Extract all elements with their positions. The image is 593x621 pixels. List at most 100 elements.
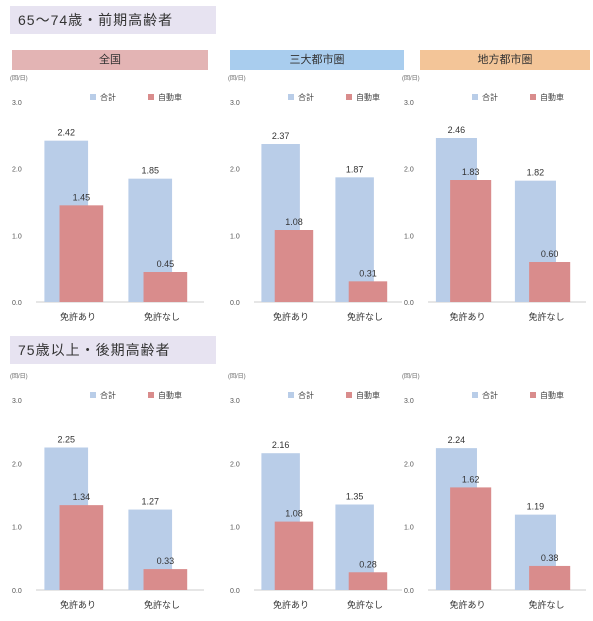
- x-tick-label: 免許あり: [273, 599, 309, 610]
- data-label: 1.27: [141, 497, 159, 507]
- legend-label-1: 自動車: [356, 390, 380, 400]
- data-label: 1.08: [285, 509, 303, 519]
- data-label: 2.25: [57, 435, 75, 445]
- bar-car: [274, 230, 314, 302]
- bar-total: [335, 177, 374, 302]
- y-tick-label: 1.0: [230, 525, 240, 532]
- x-tick-label: 免許なし: [528, 311, 564, 322]
- data-label: 1.08: [285, 217, 303, 227]
- x-tick-label: 免許なし: [528, 599, 564, 610]
- x-tick-label: 免許なし: [347, 599, 383, 610]
- legend-swatch-1: [148, 392, 154, 398]
- y-tick-label: 1.0: [230, 233, 240, 240]
- legend-swatch-0: [90, 392, 96, 398]
- bar-car: [450, 180, 492, 302]
- data-label: 1.35: [346, 492, 364, 502]
- x-tick-label: 免許あり: [273, 311, 309, 322]
- legend-label-0: 合計: [298, 92, 314, 102]
- bar-car: [143, 569, 188, 590]
- panel-header-metro: 三大都市圏: [230, 50, 404, 70]
- y-tick-label: 0.0: [12, 588, 22, 595]
- data-label: 1.19: [527, 502, 545, 512]
- y-tick-label: 3.0: [12, 100, 22, 107]
- legend-swatch-1: [530, 392, 536, 398]
- unit-label: (回/日): [10, 373, 28, 380]
- x-tick-label: 免許あり: [449, 311, 485, 322]
- legend-swatch-0: [288, 94, 294, 100]
- x-tick-label: 免許あり: [60, 311, 96, 322]
- x-tick-label: 免許あり: [60, 599, 96, 610]
- data-label: 0.33: [157, 556, 175, 566]
- unit-label: (回/日): [402, 75, 420, 82]
- legend-swatch-0: [472, 392, 478, 398]
- y-tick-label: 0.0: [12, 300, 22, 307]
- legend-label-1: 自動車: [540, 92, 564, 102]
- legend-swatch-0: [90, 94, 96, 100]
- y-tick-label: 1.0: [404, 233, 414, 240]
- data-label: 2.37: [272, 131, 290, 141]
- y-tick-label: 2.0: [230, 167, 240, 174]
- y-tick-label: 0.0: [404, 588, 414, 595]
- section-title-early-elderly: 65～74歳・前期高齢者: [10, 6, 216, 34]
- data-label: 0.31: [359, 268, 377, 278]
- y-tick-label: 1.0: [12, 233, 22, 240]
- y-tick-label: 2.0: [404, 461, 414, 468]
- x-tick-label: 免許なし: [347, 311, 383, 322]
- legend-swatch-0: [288, 392, 294, 398]
- data-label: 1.45: [73, 192, 91, 202]
- bar-car: [59, 505, 104, 590]
- legend-label-1: 自動車: [158, 390, 182, 400]
- bar-chart-2: (回/日) 0.0 1.0 2.0 3.0 合計 自動車 2.46 1.83 免許あり 1.82 0.…: [402, 75, 586, 322]
- y-tick-label: 2.0: [12, 461, 22, 468]
- panel-header-local: 地方都市圏: [420, 50, 590, 70]
- legend-swatch-1: [530, 94, 536, 100]
- legend-label-0: 合計: [482, 92, 498, 102]
- data-label: 1.87: [346, 164, 364, 174]
- bar-car: [143, 272, 188, 302]
- y-tick-label: 2.0: [230, 461, 240, 468]
- data-label: 0.60: [541, 249, 559, 259]
- legend-label-1: 自動車: [158, 92, 182, 102]
- bar-car: [529, 262, 571, 302]
- bar-chart-4: (回/日) 0.0 1.0 2.0 3.0 合計 自動車 2.16 1.08 免許あり 1.35 0.…: [228, 373, 402, 610]
- panel-header-national: 全国: [12, 50, 208, 70]
- y-tick-label: 2.0: [404, 167, 414, 174]
- unit-label: (回/日): [10, 75, 28, 82]
- legend-label-0: 合計: [100, 92, 116, 102]
- data-label: 2.42: [57, 128, 75, 138]
- y-tick-label: 0.0: [230, 300, 240, 307]
- x-tick-label: 免許なし: [144, 311, 180, 322]
- data-label: 0.38: [541, 553, 559, 563]
- legend-label-0: 合計: [482, 390, 498, 400]
- section-title-late-elderly: 75歳以上・後期高齢者: [10, 336, 216, 364]
- legend-swatch-0: [472, 94, 478, 100]
- y-tick-label: 3.0: [404, 398, 414, 405]
- legend-swatch-1: [148, 94, 154, 100]
- bar-car: [450, 487, 492, 590]
- y-tick-label: 3.0: [404, 100, 414, 107]
- bar-car: [59, 205, 104, 302]
- y-tick-label: 1.0: [12, 525, 22, 532]
- data-label: 2.24: [448, 435, 466, 445]
- bar-chart-3: (回/日) 0.0 1.0 2.0 3.0 合計 自動車 2.25 1.34 免許あり 1.27 0.…: [10, 373, 204, 610]
- legend-label-0: 合計: [298, 390, 314, 400]
- bar-chart-0: (回/日) 0.0 1.0 2.0 3.0 合計 自動車 2.42 1.45 免許あり 1.85 0.…: [10, 75, 204, 322]
- data-label: 1.34: [73, 492, 91, 502]
- bar-car: [274, 521, 314, 590]
- y-tick-label: 3.0: [12, 398, 22, 405]
- data-label: 1.83: [462, 167, 480, 177]
- legend-label-1: 自動車: [540, 390, 564, 400]
- data-label: 2.16: [272, 440, 290, 450]
- y-tick-label: 2.0: [12, 167, 22, 174]
- unit-label: (回/日): [228, 373, 246, 380]
- data-label: 1.85: [141, 166, 159, 176]
- x-tick-label: 免許あり: [449, 599, 485, 610]
- y-tick-label: 0.0: [230, 588, 240, 595]
- legend-swatch-1: [346, 392, 352, 398]
- y-tick-label: 0.0: [404, 300, 414, 307]
- bar-car: [348, 281, 388, 302]
- bar-car: [529, 565, 571, 590]
- legend-label-0: 合計: [100, 390, 116, 400]
- y-tick-label: 3.0: [230, 100, 240, 107]
- data-label: 0.28: [359, 559, 377, 569]
